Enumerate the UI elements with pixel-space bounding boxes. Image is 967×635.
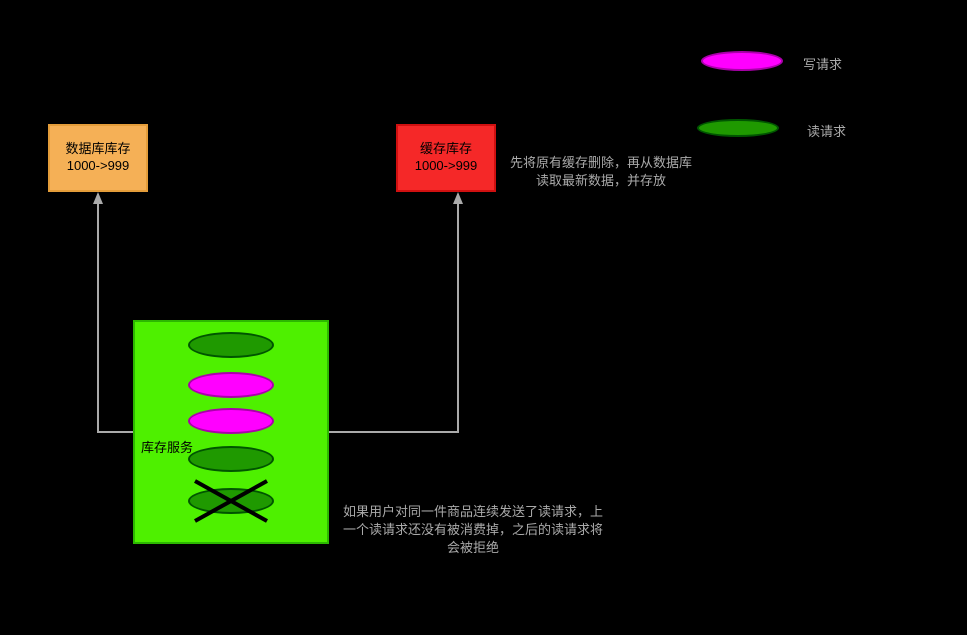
queue-item-4 bbox=[188, 488, 274, 514]
service-label: 库存服务 bbox=[141, 440, 193, 457]
db-line2: 1000->999 bbox=[67, 158, 130, 175]
reject-note-line2: 一个读请求还没有被消费掉，之后的读请求将 bbox=[343, 521, 603, 539]
db-line1: 数据库库存 bbox=[65, 141, 130, 158]
cache-inventory-box: 缓存库存 1000->999 bbox=[396, 124, 496, 192]
legend-read-label: 读请求 bbox=[807, 121, 846, 140]
reject-note: 如果用户对同一件商品连续发送了读请求，上 一个读请求还没有被消费掉，之后的读请求… bbox=[343, 503, 603, 558]
queue-item-3 bbox=[188, 446, 274, 472]
reject-note-line3: 会被拒绝 bbox=[343, 539, 603, 557]
queue-item-1 bbox=[188, 372, 274, 398]
legend-write-ellipse bbox=[701, 51, 783, 71]
queue-item-2 bbox=[188, 408, 274, 434]
cache-line2: 1000->999 bbox=[415, 158, 478, 175]
arrow-to-cache bbox=[329, 192, 463, 432]
cache-line1: 缓存库存 bbox=[420, 141, 472, 158]
legend-read-ellipse bbox=[697, 119, 779, 137]
cache-note-line1: 先将原有缓存删除，再从数据库 bbox=[510, 154, 692, 172]
cache-note: 先将原有缓存删除，再从数据库 读取最新数据，并存放 bbox=[510, 154, 692, 190]
legend-write-label: 写请求 bbox=[803, 54, 842, 73]
db-inventory-box: 数据库库存 1000->999 bbox=[48, 124, 148, 192]
arrow-to-db bbox=[93, 192, 133, 432]
queue-item-0 bbox=[188, 332, 274, 358]
reject-note-line1: 如果用户对同一件商品连续发送了读请求，上 bbox=[343, 503, 603, 521]
cache-note-line2: 读取最新数据，并存放 bbox=[510, 172, 692, 190]
